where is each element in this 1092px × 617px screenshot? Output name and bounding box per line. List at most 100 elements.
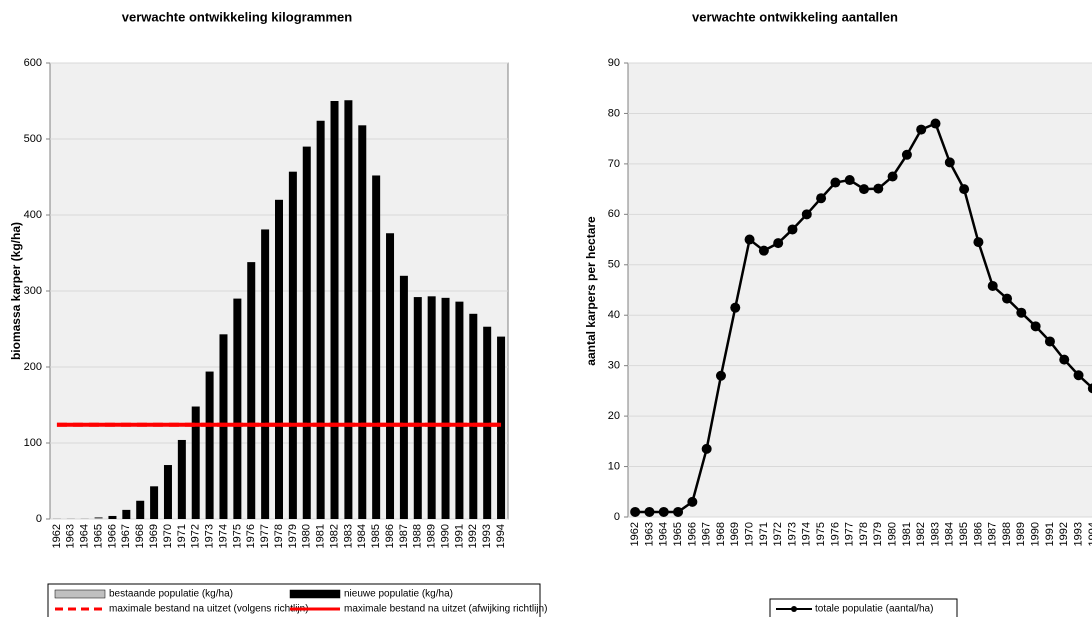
bar: [94, 517, 103, 519]
x-tick-label: 1974: [801, 522, 813, 546]
x-tick-label: 1976: [245, 524, 257, 548]
x-tick-label: 1965: [672, 522, 684, 546]
legend-label: nieuwe populatie (kg/ha): [344, 589, 453, 600]
x-tick-label: 1975: [815, 522, 827, 546]
x-tick-label: 1962: [629, 522, 641, 546]
bar: [330, 101, 339, 519]
bar: [94, 518, 103, 519]
y-tick-label: 60: [608, 208, 620, 220]
bar: [122, 509, 131, 519]
chart-title: verwachte ontwikkeling kilogrammen: [122, 9, 353, 24]
x-tick-label: 1968: [134, 524, 146, 548]
x-tick-label: 1986: [384, 524, 396, 548]
y-tick-label: 0: [36, 513, 42, 525]
x-tick-label: 1974: [217, 524, 229, 548]
marker: [930, 118, 941, 129]
x-tick-label: 1963: [643, 522, 655, 546]
y-tick-label: 300: [24, 285, 42, 297]
marker: [844, 175, 855, 186]
marker: [658, 506, 669, 517]
marker: [959, 184, 970, 195]
x-tick-label: 1986: [972, 522, 984, 546]
bar: [136, 500, 145, 519]
marker: [1016, 307, 1027, 318]
marker: [830, 177, 841, 188]
bar: [233, 298, 242, 519]
y-tick-label: 30: [608, 360, 620, 372]
marker: [744, 234, 755, 245]
x-tick-label: 1989: [1015, 522, 1027, 546]
x-tick-label: 1982: [915, 522, 927, 546]
bar: [358, 125, 367, 519]
x-tick-label: 1994: [495, 524, 507, 548]
bar: [247, 262, 256, 519]
marker: [773, 238, 784, 249]
marker: [787, 224, 798, 235]
bar: [302, 146, 311, 519]
bar: [191, 406, 200, 519]
y-tick-label: 400: [24, 209, 42, 221]
y-axis-label: biomassa karper (kg/ha): [9, 222, 23, 360]
x-tick-label: 1973: [204, 524, 216, 548]
bar: [372, 175, 381, 520]
x-tick-label: 1972: [190, 524, 202, 548]
x-tick-label: 1991: [453, 524, 465, 548]
x-tick-label: 1970: [162, 524, 174, 548]
y-tick-label: 500: [24, 133, 42, 145]
x-tick-label: 1969: [729, 522, 741, 546]
marker: [644, 506, 655, 517]
x-tick-label: 1967: [120, 524, 132, 548]
marker: [758, 245, 769, 256]
x-tick-label: 1969: [148, 524, 160, 548]
x-tick-label: 1989: [426, 524, 438, 548]
legend-box: [47, 583, 541, 617]
marker: [687, 496, 698, 507]
marker: [1002, 293, 1013, 304]
y-tick-label: 0: [614, 511, 620, 523]
x-tick-label: 1987: [398, 524, 410, 548]
marker: [673, 506, 684, 517]
x-tick-label: 1990: [1030, 522, 1042, 546]
y-tick-label: 200: [24, 361, 42, 373]
bar: [399, 275, 408, 519]
marker: [816, 193, 827, 204]
x-tick-label: 1978: [858, 522, 870, 546]
marker: [859, 184, 869, 195]
x-tick-label: 1980: [301, 524, 313, 548]
y-tick-label: 40: [608, 309, 620, 321]
legend-label: totale populatie (aantal/ha): [815, 604, 933, 615]
marker: [916, 124, 927, 135]
marker: [973, 237, 984, 248]
plot-area: [627, 62, 1092, 518]
bar: [205, 371, 214, 519]
x-tick-label: 1987: [987, 522, 999, 546]
x-tick-label: 1985: [370, 524, 382, 548]
chart-title: verwachte ontwikkeling aantallen: [692, 9, 898, 24]
bar: [344, 100, 353, 520]
marker: [1059, 354, 1070, 365]
y-tick-label: 50: [608, 259, 620, 271]
x-tick-label: 1991: [1044, 522, 1056, 546]
marker: [987, 280, 998, 291]
bar: [261, 229, 270, 519]
x-tick-label: 1979: [872, 522, 884, 546]
marker: [730, 302, 741, 313]
x-tick-label: 1993: [1072, 522, 1084, 546]
bar: [52, 518, 61, 519]
x-tick-label: 1993: [481, 524, 493, 548]
x-tick-label: 1981: [901, 522, 913, 546]
x-tick-label: 1962: [51, 524, 63, 548]
bar: [177, 439, 186, 519]
x-tick-label: 1983: [929, 522, 941, 546]
legend-label: maximale bestand na uitzet (afwijking ri…: [344, 604, 547, 615]
legend-swatch: [54, 589, 106, 599]
marker: [1030, 321, 1041, 332]
y-tick-label: 80: [608, 107, 620, 119]
x-tick-label: 1972: [772, 522, 784, 546]
x-tick-label: 1971: [176, 524, 188, 548]
marker: [701, 443, 712, 454]
x-tick-label: 1988: [412, 524, 424, 548]
marker: [887, 171, 898, 182]
y-tick-label: 600: [24, 57, 42, 69]
